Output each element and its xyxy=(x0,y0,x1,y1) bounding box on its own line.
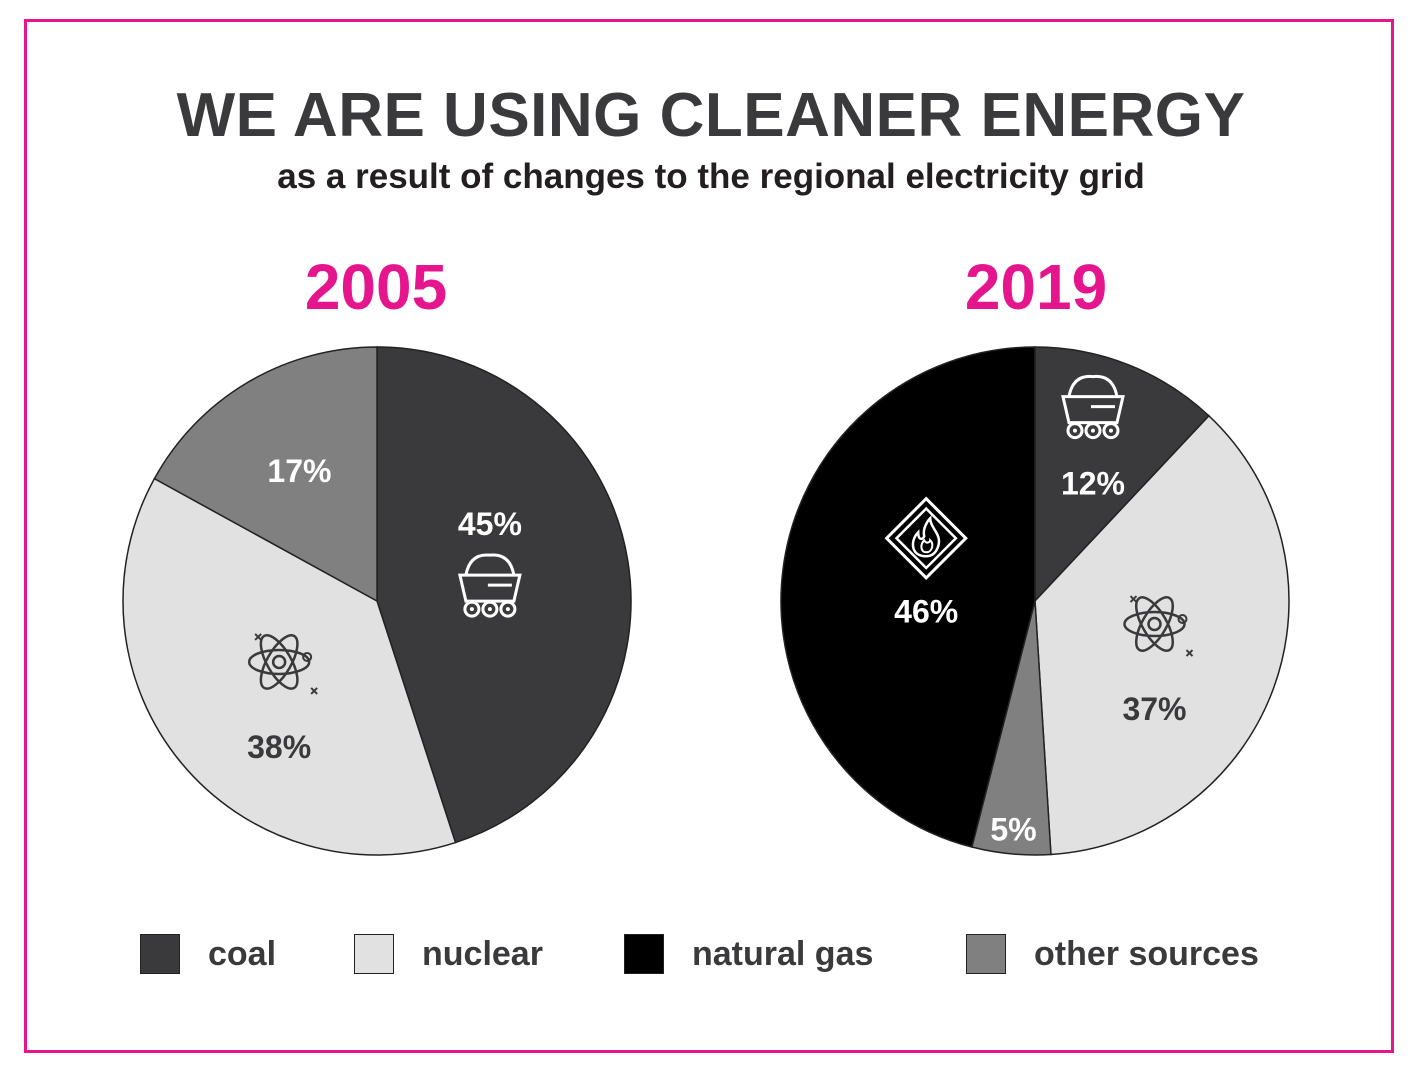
atom-icon xyxy=(247,633,318,695)
legend-item-other-sources: other sources xyxy=(966,932,1259,976)
legend-swatch-nuclear xyxy=(354,934,394,974)
page-title: WE ARE USING CLEANER ENERGY xyxy=(176,81,1246,150)
year-label-2005: 2005 xyxy=(304,251,448,323)
legend-label-coal: coal xyxy=(208,934,277,973)
slice-label-coal-2005: 45% xyxy=(458,506,522,542)
pie-slice-coal-2019 xyxy=(1034,346,1210,603)
pie-slice-coal-2005 xyxy=(376,346,632,844)
slice-label-other-sources-2019: 5% xyxy=(990,812,1036,848)
legend-swatch-other-sources xyxy=(966,934,1006,974)
legend-label-other-sources: other sources xyxy=(1034,934,1259,973)
legend-item-coal: coal xyxy=(140,932,276,976)
year-label-2019: 2019 xyxy=(964,251,1108,323)
legend-swatch-natural-gas xyxy=(624,934,664,974)
pie-chart-2005: 45% 38% 17% xyxy=(122,346,632,856)
legend-label-natural-gas: natural gas xyxy=(692,934,874,973)
pie-chart-2019: 12% 37% 5% 46% xyxy=(780,346,1290,856)
coal-cart-icon xyxy=(1061,374,1125,440)
page-subtitle: as a result of changes to the regional e… xyxy=(277,157,1145,196)
atom-icon xyxy=(1123,595,1194,657)
legend-item-natural-gas: natural gas xyxy=(624,932,873,976)
slice-label-nuclear-2005: 38% xyxy=(247,729,311,765)
slice-label-coal-2019: 12% xyxy=(1061,466,1125,502)
coal-cart-icon xyxy=(458,553,522,618)
pie-slice-other-sources-2005 xyxy=(153,346,378,603)
pie-slice-natural-gas-2019 xyxy=(780,346,1036,848)
legend-item-nuclear: nuclear xyxy=(354,932,543,976)
slice-label-other-sources-2005: 17% xyxy=(267,453,331,489)
chart-frame xyxy=(24,19,1394,1053)
legend-swatch-coal xyxy=(140,934,180,974)
slice-label-natural-gas-2019: 46% xyxy=(894,593,958,629)
legend-label-nuclear: nuclear xyxy=(422,934,543,973)
slice-label-nuclear-2019: 37% xyxy=(1122,691,1186,727)
gas-flame-icon xyxy=(884,496,968,580)
